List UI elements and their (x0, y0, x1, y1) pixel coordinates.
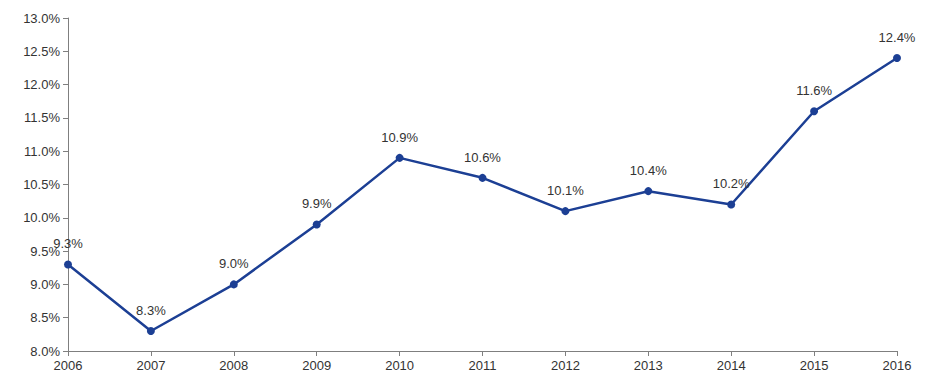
svg-text:2006: 2006 (54, 358, 83, 373)
svg-text:2007: 2007 (136, 358, 165, 373)
svg-text:2008: 2008 (219, 358, 248, 373)
svg-text:10.4%: 10.4% (630, 163, 667, 178)
svg-text:10.9%: 10.9% (381, 130, 418, 145)
svg-text:8.3%: 8.3% (136, 303, 166, 318)
svg-text:2015: 2015 (800, 358, 829, 373)
svg-text:9.3%: 9.3% (53, 236, 83, 251)
svg-text:2009: 2009 (302, 358, 331, 373)
svg-text:2014: 2014 (717, 358, 746, 373)
svg-text:8.0%: 8.0% (30, 344, 60, 359)
svg-text:10.0%: 10.0% (23, 210, 60, 225)
svg-text:2016: 2016 (883, 358, 912, 373)
svg-text:2010: 2010 (385, 358, 414, 373)
svg-text:12.4%: 12.4% (879, 30, 916, 45)
svg-text:9.0%: 9.0% (219, 256, 249, 271)
svg-text:9.0%: 9.0% (30, 277, 60, 292)
svg-text:9.9%: 9.9% (302, 196, 332, 211)
svg-text:10.5%: 10.5% (23, 177, 60, 192)
svg-text:2012: 2012 (551, 358, 580, 373)
svg-text:2013: 2013 (634, 358, 663, 373)
svg-text:10.1%: 10.1% (547, 183, 584, 198)
svg-text:9.5%: 9.5% (30, 243, 60, 259)
svg-text:11.6%: 11.6% (796, 83, 832, 98)
svg-text:12.0%: 12.0% (23, 77, 60, 92)
svg-text:2011: 2011 (469, 358, 497, 373)
svg-text:13.0%: 13.0% (23, 11, 60, 26)
svg-text:11.0%: 11.0% (24, 144, 60, 159)
svg-text:8.5%: 8.5% (30, 310, 60, 325)
svg-text:10.2%: 10.2% (713, 176, 750, 191)
svg-text:12.5%: 12.5% (23, 44, 60, 59)
svg-text:11.5%: 11.5% (24, 110, 60, 125)
svg-text:10.6%: 10.6% (464, 150, 501, 165)
